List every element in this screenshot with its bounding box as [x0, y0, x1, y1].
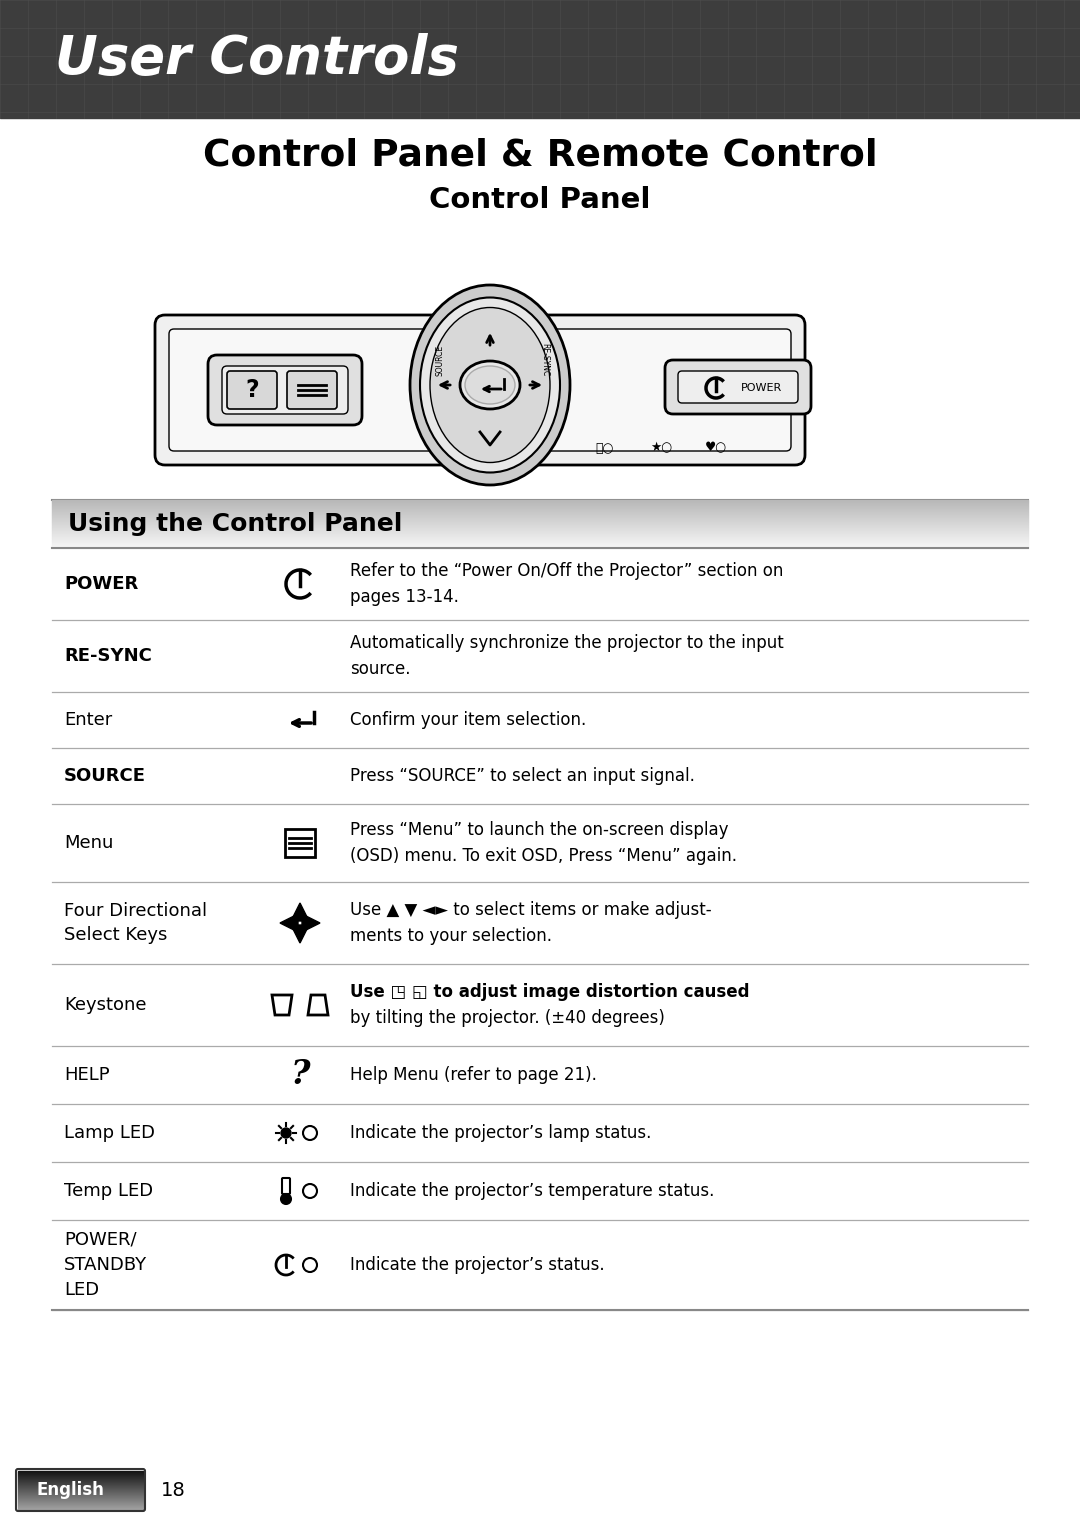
Text: by tilting the projector. (±40 degrees): by tilting the projector. (±40 degrees) [350, 1010, 665, 1026]
Text: Indicate the projector’s temperature status.: Indicate the projector’s temperature sta… [350, 1183, 714, 1200]
Text: POWER/
STANDBY
LED: POWER/ STANDBY LED [64, 1232, 147, 1299]
Text: SOURCE: SOURCE [64, 768, 146, 784]
Text: RE-SYNC: RE-SYNC [540, 343, 550, 377]
Text: Refer to the “Power On/Off the Projector” section on
pages 13-14.: Refer to the “Power On/Off the Projector… [350, 562, 783, 607]
Text: Using the Control Panel: Using the Control Panel [68, 512, 403, 536]
Text: Use ▲ ▼ ◄► to select items or make adjust-
ments to your selection.: Use ▲ ▼ ◄► to select items or make adjus… [350, 901, 712, 945]
Text: ★○: ★○ [650, 441, 672, 455]
Ellipse shape [420, 297, 561, 472]
Bar [0, 0, 1080, 118]
Text: ♥○: ♥○ [705, 441, 727, 455]
Text: English: English [37, 1481, 105, 1498]
Text: ⏻○: ⏻○ [595, 441, 613, 455]
Circle shape [281, 1128, 291, 1138]
Text: RE-SYNC: RE-SYNC [64, 647, 152, 665]
Text: Press “Menu” to launch the on-screen display
(OSD) menu. To exit OSD, Press “Men: Press “Menu” to launch the on-screen dis… [350, 821, 737, 866]
FancyBboxPatch shape [665, 360, 811, 414]
FancyBboxPatch shape [222, 366, 348, 414]
Ellipse shape [430, 308, 550, 463]
Text: Use ◳ ◱ to adjust image distortion caused: Use ◳ ◱ to adjust image distortion cause… [350, 984, 750, 1000]
Text: SOURCE: SOURCE [435, 345, 445, 375]
Polygon shape [302, 915, 320, 931]
Polygon shape [291, 902, 309, 921]
Text: Automatically synchronize the projector to the input
source.: Automatically synchronize the projector … [350, 634, 784, 679]
Text: Indicate the projector’s status.: Indicate the projector’s status. [350, 1256, 605, 1275]
Text: Lamp LED: Lamp LED [64, 1124, 156, 1141]
FancyBboxPatch shape [287, 371, 337, 409]
Text: Press “SOURCE” to select an input signal.: Press “SOURCE” to select an input signal… [350, 768, 694, 784]
Text: POWER: POWER [741, 383, 782, 394]
Text: Help Menu (refer to page 21).: Help Menu (refer to page 21). [350, 1066, 597, 1085]
Text: POWER: POWER [64, 574, 138, 593]
Text: HELP: HELP [64, 1066, 110, 1085]
Ellipse shape [465, 366, 515, 404]
Text: Keystone: Keystone [64, 996, 147, 1014]
Ellipse shape [410, 285, 570, 486]
Text: Temp LED: Temp LED [64, 1183, 153, 1200]
Text: ?: ? [291, 1059, 310, 1091]
Text: Indicate the projector’s lamp status.: Indicate the projector’s lamp status. [350, 1124, 651, 1141]
Circle shape [281, 1193, 291, 1204]
Text: Confirm your item selection.: Confirm your item selection. [350, 711, 586, 729]
FancyBboxPatch shape [678, 371, 798, 403]
Bar [285, 829, 315, 856]
Text: Control Panel: Control Panel [429, 185, 651, 214]
Ellipse shape [460, 362, 519, 409]
Text: Control Panel & Remote Control: Control Panel & Remote Control [203, 136, 877, 173]
FancyBboxPatch shape [156, 316, 805, 466]
Text: Enter: Enter [64, 711, 112, 729]
Polygon shape [291, 925, 309, 944]
FancyBboxPatch shape [227, 371, 276, 409]
FancyBboxPatch shape [208, 355, 362, 424]
Text: User Controls: User Controls [55, 34, 459, 84]
Polygon shape [280, 915, 298, 931]
Text: Four Directional
Select Keys: Four Directional Select Keys [64, 901, 207, 945]
Text: ?: ? [245, 378, 259, 401]
FancyBboxPatch shape [168, 329, 791, 450]
Text: 18: 18 [161, 1480, 186, 1500]
Text: Menu: Menu [64, 833, 113, 852]
